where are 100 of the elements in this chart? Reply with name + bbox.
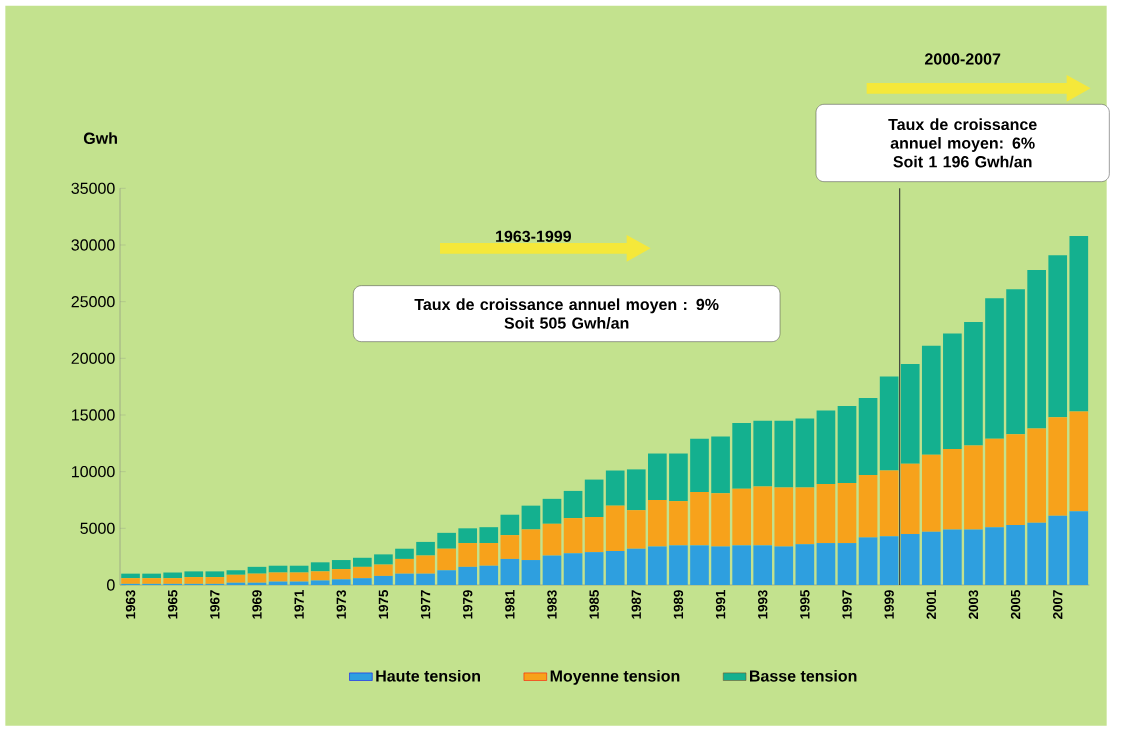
bar bbox=[795, 544, 815, 585]
bar bbox=[690, 492, 709, 546]
bar bbox=[753, 486, 773, 546]
x-tick-label: 1969 bbox=[252, 590, 262, 619]
bar bbox=[416, 555, 435, 574]
bar bbox=[900, 363, 920, 464]
bar bbox=[711, 436, 730, 494]
bar bbox=[1027, 522, 1046, 585]
x-tick-label: 1971 bbox=[294, 590, 304, 619]
bar bbox=[521, 560, 541, 585]
legend-label: Moyenne tension bbox=[550, 669, 680, 685]
x-tick-label: 2003 bbox=[968, 590, 979, 619]
bar bbox=[121, 578, 140, 584]
bar bbox=[268, 572, 288, 582]
bar bbox=[816, 484, 836, 544]
bar bbox=[437, 532, 456, 549]
bar bbox=[521, 505, 541, 530]
bar bbox=[521, 529, 541, 561]
bar bbox=[837, 482, 857, 544]
bar bbox=[985, 298, 1004, 439]
bar bbox=[542, 523, 562, 556]
bar bbox=[1069, 511, 1089, 585]
x-tick-label: 2005 bbox=[1010, 590, 1021, 619]
bar bbox=[205, 571, 225, 578]
bar bbox=[985, 527, 1004, 585]
bar bbox=[479, 543, 499, 566]
bar bbox=[858, 475, 878, 538]
bar bbox=[542, 498, 562, 524]
legend-label: Haute tension bbox=[376, 669, 480, 682]
x-tick-label: 1985 bbox=[589, 590, 599, 619]
bar bbox=[858, 537, 878, 585]
bar bbox=[310, 571, 330, 581]
bar bbox=[1069, 235, 1089, 412]
y-tick-label: 10000 bbox=[72, 466, 115, 478]
bar bbox=[1006, 434, 1025, 525]
bar bbox=[374, 564, 393, 576]
bar bbox=[711, 493, 730, 547]
bar bbox=[479, 565, 499, 585]
bar bbox=[648, 453, 667, 500]
bar bbox=[374, 554, 393, 565]
bar bbox=[690, 545, 709, 585]
bar bbox=[1027, 269, 1046, 429]
bar bbox=[584, 516, 604, 553]
x-tick-label: 2001 bbox=[926, 590, 937, 619]
bar bbox=[458, 566, 478, 585]
y-tick-label: 30000 bbox=[71, 239, 115, 251]
bar bbox=[921, 454, 941, 532]
y-tick-label: 5000 bbox=[80, 522, 115, 534]
bar bbox=[795, 487, 815, 545]
text: Soit 1 196 Gwh/an bbox=[893, 155, 1032, 168]
x-tick-label: 1975 bbox=[378, 590, 389, 619]
bar bbox=[142, 578, 161, 584]
bar bbox=[837, 405, 857, 483]
bar bbox=[774, 487, 794, 547]
bar bbox=[458, 528, 478, 544]
bar bbox=[500, 558, 520, 585]
x-tick-label: 1989 bbox=[673, 590, 684, 619]
legend-label: Basse tension bbox=[750, 669, 857, 682]
bar bbox=[479, 527, 499, 544]
bar bbox=[437, 570, 456, 585]
bar bbox=[247, 566, 267, 574]
text: Taux de croissance annuel moyen: 6% bbox=[888, 118, 1037, 152]
y-tick-label: 20000 bbox=[71, 352, 115, 364]
bar bbox=[605, 505, 625, 551]
bar bbox=[395, 558, 414, 574]
bar bbox=[900, 463, 920, 534]
bar bbox=[711, 546, 730, 585]
bar bbox=[353, 578, 372, 585]
bar bbox=[921, 531, 941, 585]
bar bbox=[1069, 411, 1089, 512]
bar bbox=[648, 546, 667, 585]
bar bbox=[879, 536, 899, 585]
bar bbox=[395, 573, 414, 585]
bar bbox=[184, 577, 204, 584]
bar bbox=[732, 488, 751, 546]
bar bbox=[584, 552, 604, 585]
bar bbox=[163, 578, 183, 584]
bar bbox=[943, 448, 962, 530]
bar bbox=[669, 453, 688, 502]
bar bbox=[753, 420, 773, 487]
x-tick-label: 1987 bbox=[631, 590, 641, 619]
bar bbox=[921, 345, 941, 455]
bar bbox=[584, 479, 604, 517]
bar bbox=[1027, 428, 1046, 523]
bar bbox=[331, 579, 351, 585]
x-tick-label: 1979 bbox=[462, 590, 473, 619]
x-tick-label: 1983 bbox=[547, 590, 557, 619]
bar bbox=[943, 529, 962, 585]
bar bbox=[626, 469, 646, 511]
bar bbox=[648, 499, 667, 547]
bar bbox=[247, 573, 267, 583]
bar bbox=[732, 545, 751, 585]
bar bbox=[331, 560, 351, 570]
x-tick-label: 1963 bbox=[125, 590, 136, 619]
bar bbox=[437, 548, 456, 571]
bar bbox=[1048, 255, 1068, 418]
bar bbox=[563, 553, 583, 585]
bar bbox=[184, 571, 204, 578]
bar bbox=[816, 410, 836, 485]
bar bbox=[310, 562, 330, 572]
